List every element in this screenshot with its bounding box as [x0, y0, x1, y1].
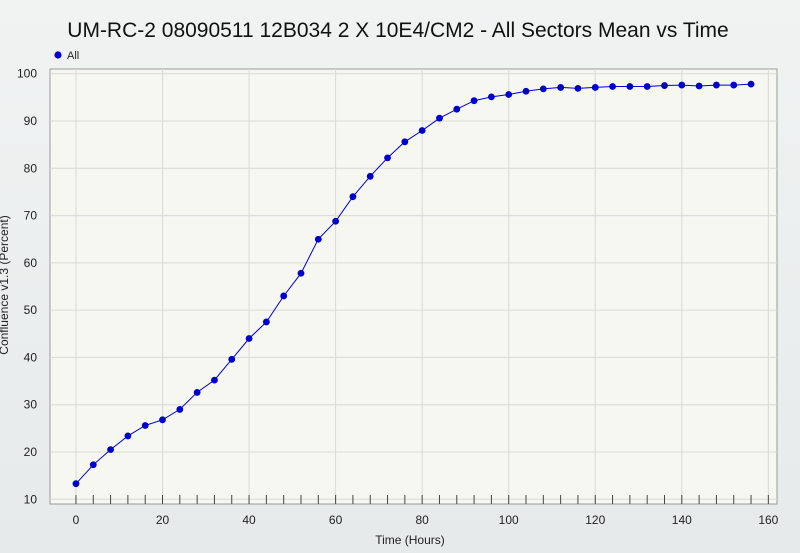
y-tick-label: 80: [24, 161, 38, 175]
y-tick-label: 30: [24, 398, 38, 412]
data-point: [453, 105, 461, 113]
plot-area: [49, 68, 778, 505]
x-tick-label: 80: [415, 513, 429, 527]
data-point: [661, 82, 668, 89]
grid: [50, 69, 777, 504]
y-tick-label: 20: [24, 445, 38, 459]
data-point: [314, 235, 322, 243]
data-point: [228, 355, 236, 363]
data-point: [332, 217, 340, 225]
axis-ticks: 10 20 30 40 50 60 70 80 90 100 0 20 40 60 80 100 120 140 1…: [17, 67, 779, 527]
chart-title: UM-RC-2 08090511 12B034 2 X 10E4/CM2 - A…: [67, 19, 728, 42]
data-point: [107, 446, 114, 454]
y-tick-label: 100: [17, 67, 37, 81]
series-line: [75, 83, 752, 485]
x-tick-label: 20: [156, 513, 170, 527]
x-axis-label: Time (Hours): [375, 533, 445, 547]
data-point: [141, 422, 149, 429]
x-tick-label: 100: [499, 513, 519, 527]
data-point: [470, 97, 478, 105]
x-tick-label: 140: [672, 513, 692, 527]
data-point: [626, 83, 634, 90]
y-tick-label: 10: [24, 492, 38, 506]
data-point: [678, 81, 686, 89]
legend: All: [54, 50, 79, 62]
data-point: [280, 292, 288, 300]
data-point: [211, 376, 218, 384]
legend-marker: [54, 51, 62, 59]
y-tick-label: 70: [24, 209, 38, 223]
x-tick-label: 120: [585, 513, 605, 527]
data-point: [505, 91, 513, 98]
data-point: [522, 87, 530, 95]
data-point: [643, 83, 651, 90]
x-tick-label: 40: [242, 513, 256, 527]
data-point: [124, 432, 132, 440]
data-point: [401, 138, 409, 146]
y-tick-label: 50: [24, 303, 38, 317]
data-point: [436, 114, 443, 122]
legend-label: All: [67, 50, 79, 62]
y-axis-label: Confluence v1.3 (Percent): [0, 215, 11, 354]
data-point: [747, 80, 755, 88]
data-point: [297, 269, 305, 277]
data-point: [609, 83, 616, 90]
data-point: [539, 85, 547, 93]
series-all: [72, 80, 755, 488]
data-point: [176, 406, 184, 413]
data-point: [193, 389, 201, 396]
x-tick-label: 60: [329, 513, 343, 527]
data-point: [557, 84, 565, 91]
y-tick-label: 60: [24, 256, 38, 270]
x-tick-label: 0: [73, 513, 80, 527]
data-point: [713, 81, 720, 89]
data-point: [730, 81, 738, 89]
data-point: [591, 84, 599, 91]
data-point: [349, 193, 357, 201]
y-tick-label: 90: [24, 114, 38, 128]
data-point: [695, 82, 703, 90]
data-point: [384, 154, 391, 162]
data-point: [262, 318, 270, 326]
y-tick-label: 40: [24, 350, 38, 364]
x-tick-label: 160: [758, 513, 778, 527]
data-point: [366, 172, 374, 180]
data-point: [159, 416, 166, 424]
data-point: [89, 461, 97, 469]
data-point: [487, 93, 495, 101]
data-point: [72, 480, 80, 488]
data-point: [245, 335, 253, 342]
data-point: [574, 84, 582, 92]
data-point: [418, 127, 426, 134]
